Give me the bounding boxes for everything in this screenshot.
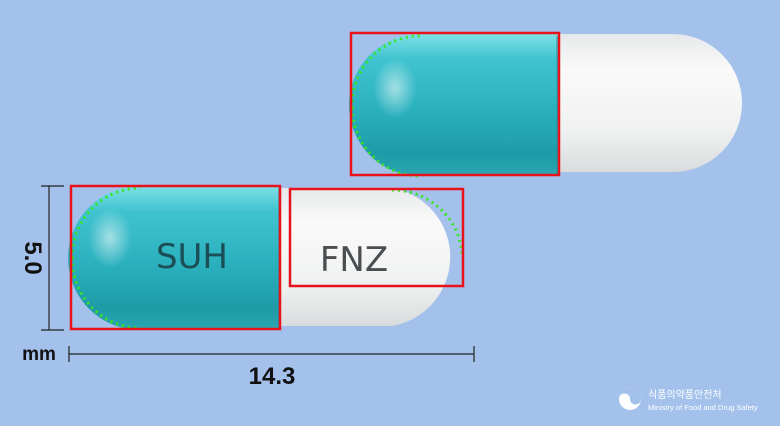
mfds-emblem-icon xyxy=(619,388,641,410)
height-value-label: 5.0 xyxy=(19,241,46,274)
logo-english-name: Ministry of Food and Drug Safety xyxy=(648,403,758,412)
front-cap-contour xyxy=(70,186,141,330)
front-body-detection-box xyxy=(288,187,465,288)
back-capsule-contour xyxy=(350,34,421,178)
width-value-label: 14.3 xyxy=(249,363,296,390)
front-body-contour xyxy=(391,188,464,259)
back-cap-detection-box xyxy=(349,31,561,177)
front-cap-detection-box xyxy=(69,184,282,331)
height-dimension xyxy=(41,185,64,331)
front-capsule: SUH FNZ xyxy=(68,184,465,331)
back-capsule xyxy=(349,31,742,178)
width-dimension xyxy=(68,346,475,362)
mfds-logo: 식품의약품안전처 Ministry of Food and Drug Safet… xyxy=(619,388,758,412)
unit-label: mm xyxy=(22,344,56,365)
body-imprint: FNZ xyxy=(320,240,388,280)
logo-korean-name: 식품의약품안전처 xyxy=(648,389,722,401)
back-capsule-body xyxy=(540,34,742,172)
front-capsule-body xyxy=(262,188,451,326)
cap-imprint: SUH xyxy=(156,237,228,277)
